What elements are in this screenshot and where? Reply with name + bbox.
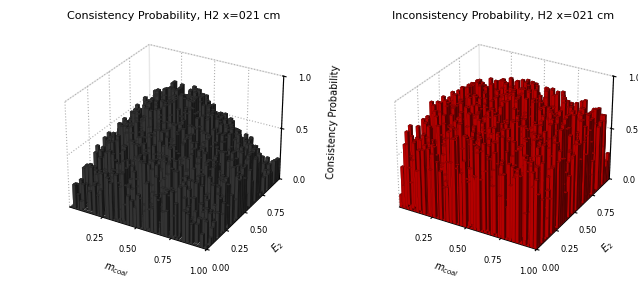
Y-axis label: $E_2$: $E_2$ xyxy=(269,238,287,256)
Title: Consistency Probability, H2 x=021 cm: Consistency Probability, H2 x=021 cm xyxy=(66,11,280,21)
X-axis label: $m_{coal}$: $m_{coal}$ xyxy=(432,261,460,280)
Title: Inconsistency Probability, H2 x=021 cm: Inconsistency Probability, H2 x=021 cm xyxy=(392,11,614,21)
Y-axis label: $E_2$: $E_2$ xyxy=(598,238,617,256)
X-axis label: $m_{coal}$: $m_{coal}$ xyxy=(102,261,130,280)
